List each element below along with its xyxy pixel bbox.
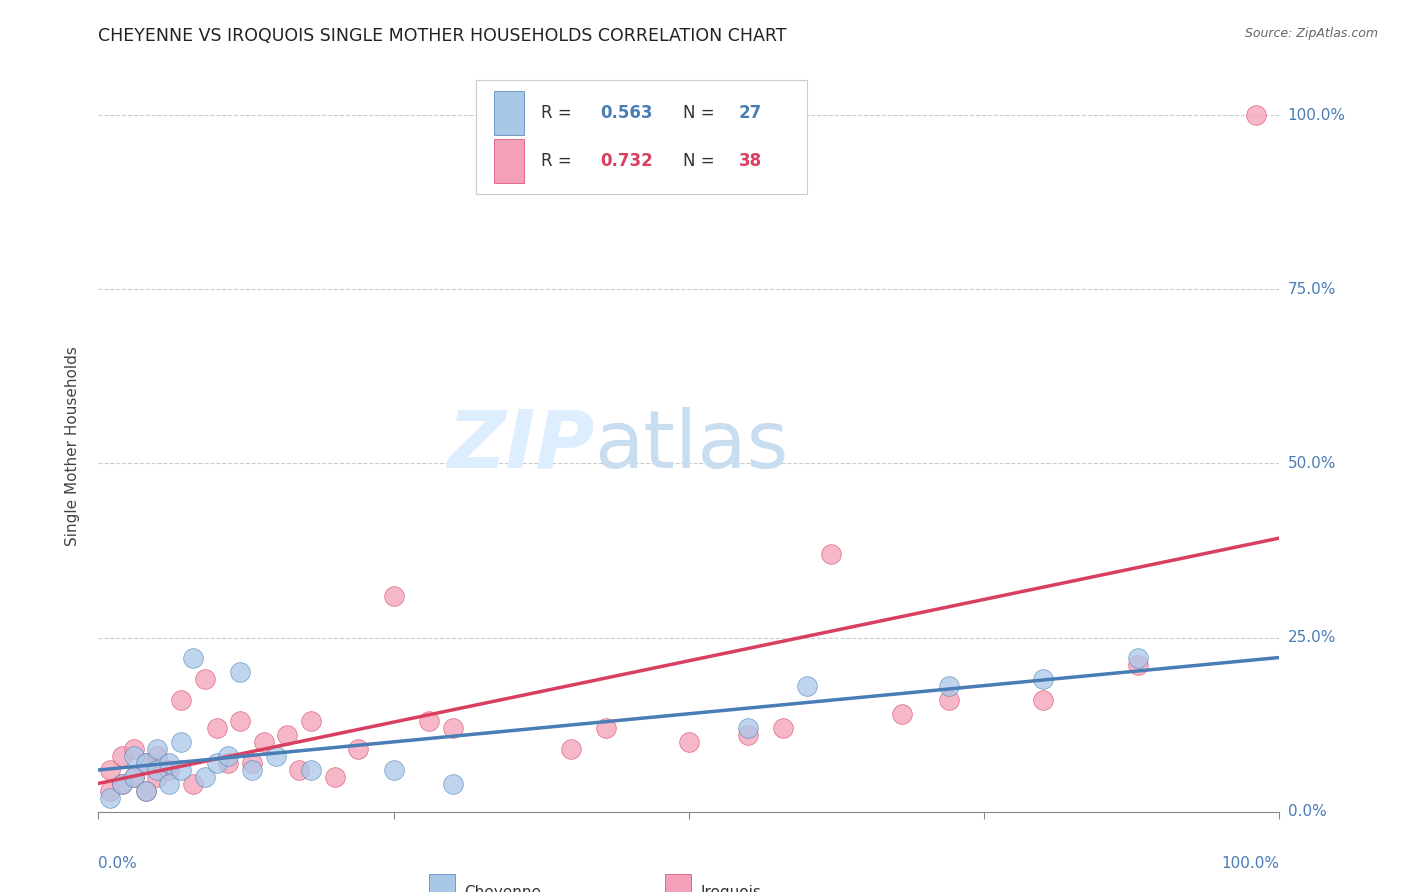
Point bbox=[205, 721, 228, 735]
Point bbox=[382, 763, 405, 777]
Point bbox=[181, 777, 204, 791]
Text: 0.0%: 0.0% bbox=[98, 855, 138, 871]
Point bbox=[240, 763, 263, 777]
Point bbox=[135, 756, 157, 770]
Text: Cheyenne: Cheyenne bbox=[464, 885, 541, 892]
Text: 0.0%: 0.0% bbox=[1288, 805, 1326, 819]
Point bbox=[229, 714, 252, 728]
Point bbox=[194, 770, 217, 784]
Text: CHEYENNE VS IROQUOIS SINGLE MOTHER HOUSEHOLDS CORRELATION CHART: CHEYENNE VS IROQUOIS SINGLE MOTHER HOUSE… bbox=[98, 27, 787, 45]
Text: N =: N = bbox=[683, 104, 720, 122]
FancyBboxPatch shape bbox=[665, 874, 692, 892]
Point bbox=[772, 721, 794, 735]
Point bbox=[217, 756, 239, 770]
Point bbox=[382, 589, 405, 603]
Point bbox=[111, 749, 134, 764]
Point bbox=[229, 665, 252, 680]
Point bbox=[299, 714, 322, 728]
FancyBboxPatch shape bbox=[477, 80, 807, 194]
Point bbox=[240, 756, 263, 770]
Point bbox=[441, 721, 464, 735]
Point bbox=[441, 777, 464, 791]
Point bbox=[595, 721, 617, 735]
Point bbox=[820, 547, 842, 561]
Point bbox=[181, 651, 204, 665]
Point bbox=[299, 763, 322, 777]
Text: ZIP: ZIP bbox=[447, 407, 595, 485]
Point bbox=[938, 679, 960, 693]
Point bbox=[1032, 693, 1054, 707]
Y-axis label: Single Mother Households: Single Mother Households bbox=[65, 346, 80, 546]
Point bbox=[1126, 658, 1149, 673]
Point bbox=[135, 784, 157, 798]
Point bbox=[146, 770, 169, 784]
Point bbox=[170, 763, 193, 777]
FancyBboxPatch shape bbox=[494, 91, 523, 136]
Point bbox=[111, 777, 134, 791]
Point bbox=[347, 742, 370, 756]
Text: 25.0%: 25.0% bbox=[1288, 630, 1336, 645]
Point bbox=[146, 742, 169, 756]
Text: R =: R = bbox=[541, 104, 578, 122]
Text: Iroquois: Iroquois bbox=[700, 885, 762, 892]
Point bbox=[98, 790, 121, 805]
Point bbox=[323, 770, 346, 784]
Point bbox=[217, 749, 239, 764]
Point bbox=[135, 756, 157, 770]
Point bbox=[1244, 108, 1267, 122]
Point bbox=[111, 777, 134, 791]
Text: Source: ZipAtlas.com: Source: ZipAtlas.com bbox=[1244, 27, 1378, 40]
Text: N =: N = bbox=[683, 152, 720, 169]
Text: 38: 38 bbox=[738, 152, 762, 169]
Point bbox=[157, 777, 180, 791]
Point bbox=[135, 784, 157, 798]
Text: 100.0%: 100.0% bbox=[1222, 855, 1279, 871]
Point bbox=[796, 679, 818, 693]
Point bbox=[253, 735, 276, 749]
FancyBboxPatch shape bbox=[429, 874, 456, 892]
Point bbox=[98, 763, 121, 777]
Text: 0.563: 0.563 bbox=[600, 104, 652, 122]
Text: 27: 27 bbox=[738, 104, 762, 122]
Text: 50.0%: 50.0% bbox=[1288, 456, 1336, 471]
Point bbox=[122, 770, 145, 784]
Point bbox=[264, 749, 287, 764]
Point bbox=[122, 742, 145, 756]
Point bbox=[737, 728, 759, 742]
Point bbox=[146, 749, 169, 764]
Point bbox=[205, 756, 228, 770]
Point bbox=[157, 756, 180, 770]
Text: atlas: atlas bbox=[595, 407, 789, 485]
Point bbox=[170, 693, 193, 707]
Point bbox=[276, 728, 298, 742]
Point bbox=[890, 707, 912, 722]
Point bbox=[122, 770, 145, 784]
Point bbox=[1032, 673, 1054, 687]
FancyBboxPatch shape bbox=[494, 139, 523, 183]
Point bbox=[737, 721, 759, 735]
Point bbox=[1126, 651, 1149, 665]
Point bbox=[157, 763, 180, 777]
Point bbox=[938, 693, 960, 707]
Point bbox=[678, 735, 700, 749]
Text: 75.0%: 75.0% bbox=[1288, 282, 1336, 297]
Point bbox=[98, 784, 121, 798]
Text: 0.732: 0.732 bbox=[600, 152, 654, 169]
Point bbox=[170, 735, 193, 749]
Point bbox=[288, 763, 311, 777]
Point bbox=[560, 742, 582, 756]
Point bbox=[122, 749, 145, 764]
Text: R =: R = bbox=[541, 152, 578, 169]
Point bbox=[146, 763, 169, 777]
Point bbox=[418, 714, 440, 728]
Point bbox=[194, 673, 217, 687]
Text: 100.0%: 100.0% bbox=[1288, 108, 1346, 122]
